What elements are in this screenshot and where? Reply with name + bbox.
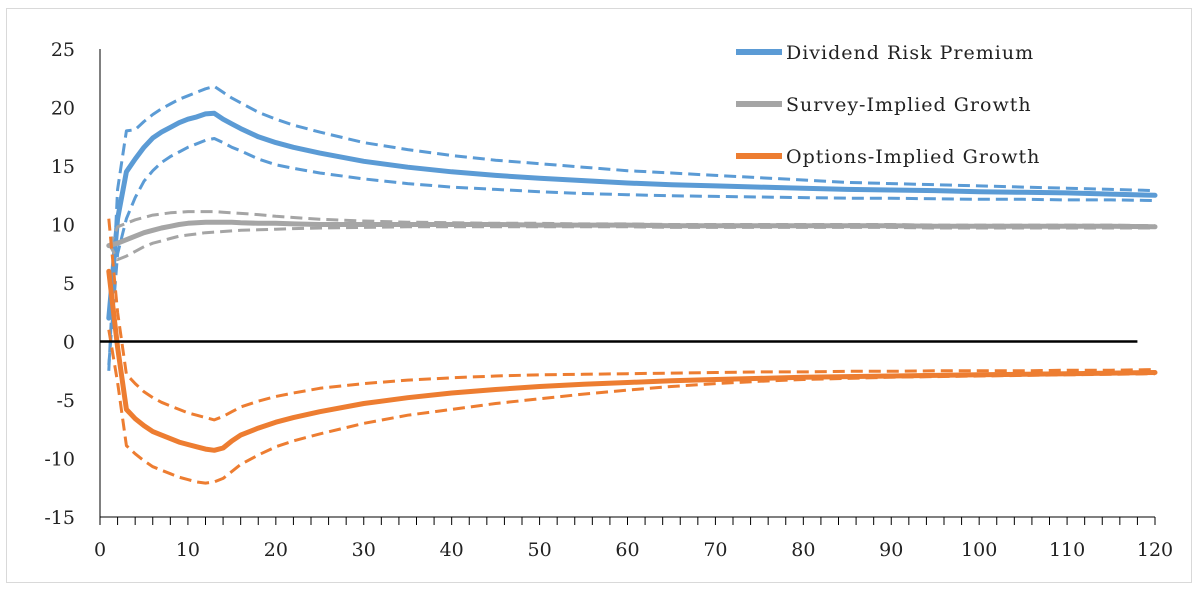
legend: Dividend Risk Premium Survey-Implied Grow… [736, 42, 1040, 168]
x-tick-label: 50 [527, 539, 551, 561]
x-tick-label: 60 [615, 539, 639, 561]
x-tick-label: 20 [264, 539, 288, 561]
x-tick-label: 70 [703, 539, 727, 561]
y-tick-label: -15 [44, 507, 75, 529]
y-tick-label: 15 [51, 156, 75, 178]
x-tick-label: 110 [1049, 539, 1085, 561]
options-implied-growth-line [106, 268, 1158, 453]
plot-lines [106, 84, 1158, 485]
x-tick-labels: 0 10 20 30 40 50 60 70 80 90 100 110 120 [94, 539, 1173, 561]
y-tick-label: 0 [63, 332, 75, 354]
y-tick-label: 10 [51, 215, 75, 237]
survey-implied-growth-lower-band [107, 225, 1155, 262]
y-tick-label: 25 [51, 39, 75, 61]
y-tick-label: -10 [44, 449, 75, 471]
x-tick-label: 120 [1137, 539, 1173, 561]
dividend-risk-premium-lower-band [107, 137, 1156, 366]
legend-label: Dividend Risk Premium [786, 42, 1034, 64]
x-tick-label: 30 [352, 539, 376, 561]
options-implied-growth-upper-band [107, 218, 1156, 422]
x-tick-label: 100 [961, 539, 997, 561]
dividend-risk-premium-upper-band [107, 84, 1156, 371]
chart-area [6, 8, 1192, 583]
x-tick-label: 90 [879, 539, 903, 561]
legend-label: Survey-Implied Growth [786, 94, 1032, 116]
y-tick-label: 20 [51, 98, 75, 120]
axes [99, 49, 1156, 525]
y-tick-labels: 25 20 15 10 5 0 -5 -10 -15 [44, 39, 75, 529]
options-implied-growth-lower-band [107, 329, 1156, 485]
x-tick-label: 10 [176, 539, 200, 561]
legend-label: Options-Implied Growth [786, 146, 1040, 168]
survey-implied-growth-line [106, 219, 1158, 249]
x-tick-label: 0 [94, 539, 106, 561]
dividend-risk-premium-line [106, 110, 1158, 321]
x-tick-label: 80 [791, 539, 815, 561]
y-tick-label: -5 [56, 390, 75, 412]
y-tick-label: 5 [63, 273, 75, 295]
x-tick-label: 40 [440, 539, 464, 561]
